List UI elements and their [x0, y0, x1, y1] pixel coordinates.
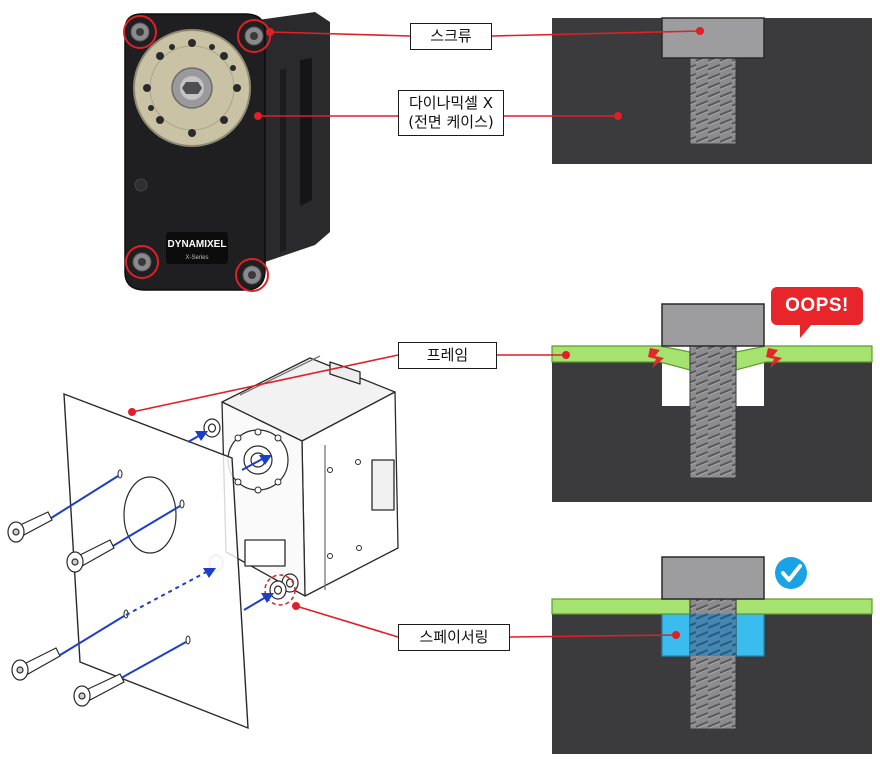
callout-screw: 스크류 — [410, 23, 492, 50]
servo-front-view: DYNAMIXEL X-Series — [123, 12, 330, 292]
series-text: X-Series — [185, 255, 208, 261]
servo-screws — [130, 22, 264, 285]
oops-pointer — [800, 324, 812, 338]
horn-holes — [143, 39, 241, 137]
callout-lines — [131, 30, 701, 638]
callout-frame: 프레임 — [398, 342, 497, 369]
callout-case-line2: (전면 케이스) — [408, 113, 494, 131]
assembly-view — [7, 355, 399, 730]
brand-text: DYNAMIXEL — [168, 239, 227, 250]
warning-bolt-icon — [648, 348, 782, 368]
assembly-screws — [7, 511, 125, 707]
callout-screw-text: 스크류 — [430, 27, 472, 45]
panel-spacer-ring — [551, 556, 873, 754]
callout-spacer-ring: 스페이서링 — [398, 624, 510, 651]
frame-plate — [63, 392, 249, 730]
callout-case-line1: 다이나믹셀 X — [408, 94, 494, 112]
oops-badge: OOPS! — [771, 287, 863, 325]
check-icon — [775, 557, 807, 589]
callout-spacer-text: 스페이서링 — [419, 628, 489, 646]
callout-dots — [128, 27, 704, 639]
panel-frame-bent — [551, 303, 873, 502]
spacer-highlight-circle — [264, 574, 296, 606]
brand-plate — [166, 232, 228, 264]
panel-screw-in-case — [552, 17, 872, 164]
callout-case: 다이나믹셀 X (전면 케이스) — [398, 90, 504, 136]
callout-frame-text: 프레임 — [426, 346, 469, 364]
frame-right-flat — [735, 598, 873, 615]
frame-left-flat — [551, 598, 691, 615]
